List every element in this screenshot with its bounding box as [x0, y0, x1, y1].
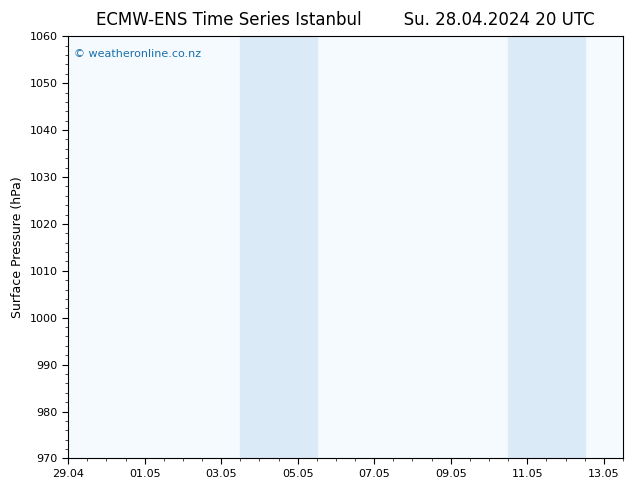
Text: © weatheronline.co.nz: © weatheronline.co.nz	[74, 49, 201, 59]
Y-axis label: Surface Pressure (hPa): Surface Pressure (hPa)	[11, 176, 24, 318]
Bar	[508, 36, 547, 459]
Title: ECMW-ENS Time Series Istanbul        Su. 28.04.2024 20 UTC: ECMW-ENS Time Series Istanbul Su. 28.04.…	[96, 11, 595, 29]
Bar	[547, 36, 585, 459]
Bar	[278, 36, 317, 459]
Bar	[240, 36, 278, 459]
